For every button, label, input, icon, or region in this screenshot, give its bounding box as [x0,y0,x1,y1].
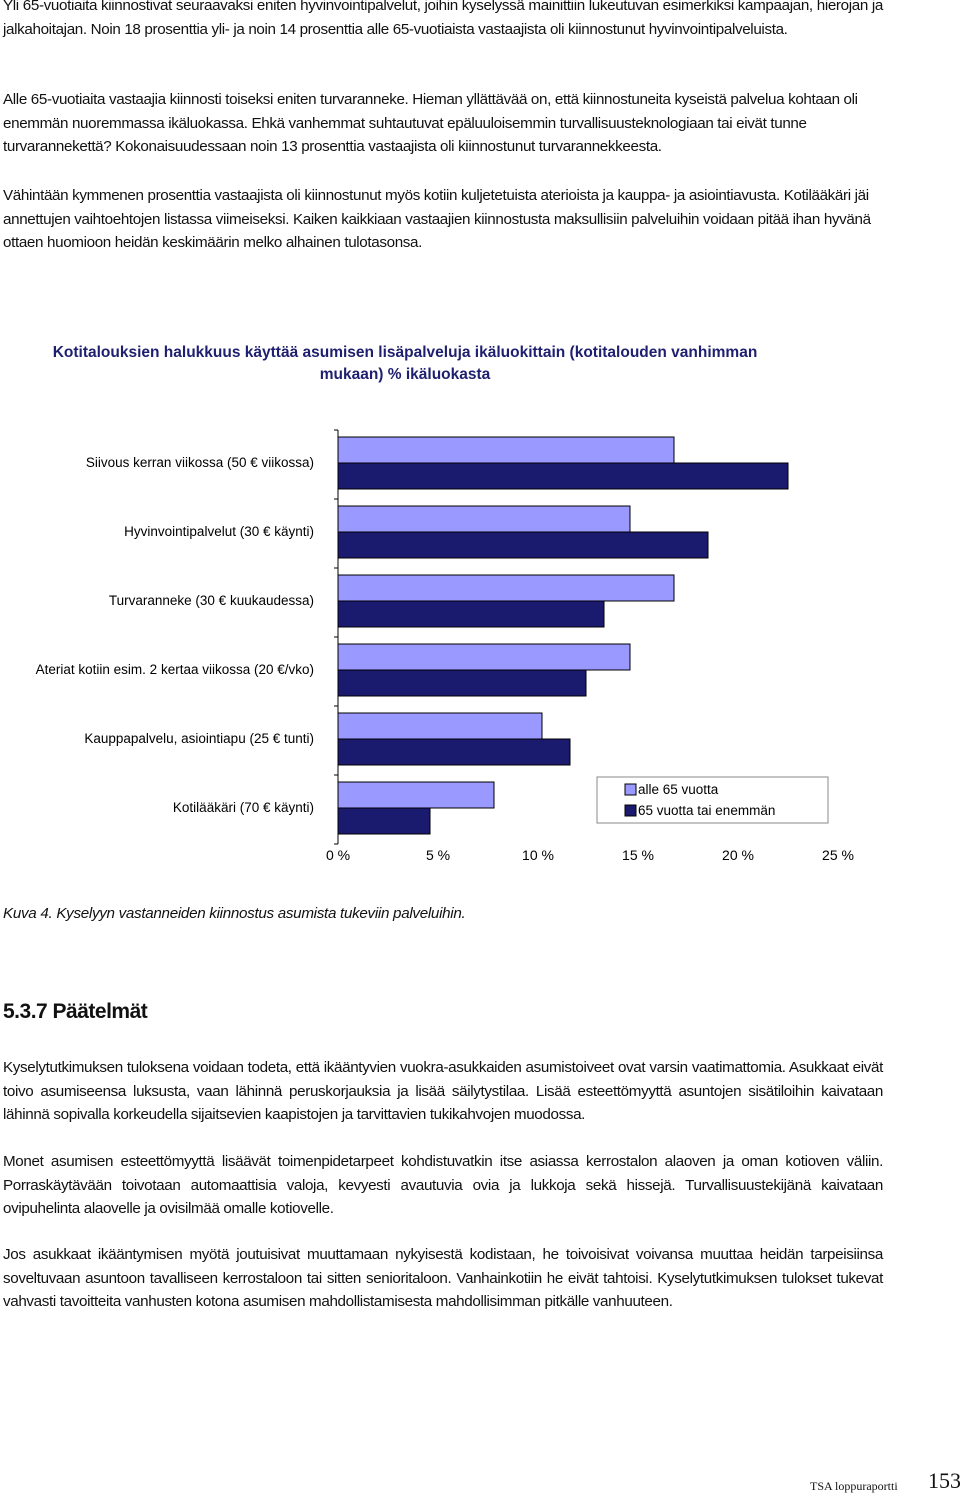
body-paragraph: Jos asukkaat ikääntymisen myötä joutuisi… [3,1246,883,1310]
body-paragraph: Yli 65-vuotiaita kiinnostivat seuraavaks… [3,0,883,38]
bar-65-plus [337,738,571,766]
x-tick-label: 0 % [326,847,350,863]
category-label: Siivous kerran viikossa (50 € viikossa) [86,455,314,470]
body-paragraph: Monet asumisen esteettömyyttä lisäävät t… [3,1153,883,1217]
bar-65-plus [337,531,709,559]
bar-under-65 [337,574,675,602]
bar-under-65 [337,505,631,533]
figure-caption: Kuva 4. Kyselyyn vastanneiden kiinnostus… [3,905,466,922]
body-paragraph: Alle 65-vuotiaita vastaajia kiinnosti to… [3,91,858,155]
section-heading: 5.3.7 Päätelmät [3,1000,148,1023]
category-label: Hyvinvointipalvelut (30 € käynti) [124,524,314,539]
bar-65-plus [337,600,605,628]
body-paragraph: Kyselytutkimuksen tuloksena voidaan tode… [3,1059,883,1123]
bar-under-65 [337,712,543,740]
category-label: Ateriat kotiin esim. 2 kertaa viikossa (… [36,662,314,677]
x-tick-label: 25 % [822,847,854,863]
category-label: Kotilääkäri (70 € käynti) [173,800,314,815]
x-tick-label: 15 % [622,847,654,863]
page-number: 153 [928,1468,960,1493]
x-tick-label: 20 % [722,847,754,863]
legend-label: 65 vuotta tai enemmän [638,803,775,818]
bar-65-plus [337,462,789,490]
bar-65-plus [337,669,587,697]
bar-under-65 [337,781,495,809]
legend-swatch [624,804,637,817]
legend-label: alle 65 vuotta [638,782,719,797]
chart-title: Kotitalouksien halukkuus käyttää asumise… [52,344,758,383]
category-label: Kauppapalvelu, asiointiapu (25 € tunti) [84,731,314,746]
bar-chart: Siivous kerran viikossa (50 € viikossa) H… [36,429,854,863]
category-label: Turvaranneke (30 € kuukaudessa) [109,593,314,608]
bar-under-65 [337,436,675,464]
legend-swatch [624,783,637,796]
x-tick-label: 5 % [426,847,450,863]
footer-report-label: TSA loppuraportti [810,1479,898,1493]
body-paragraph: Vähintään kymmenen prosenttia vastaajist… [3,187,871,251]
bar-65-plus [337,807,431,835]
x-tick-label: 10 % [522,847,554,863]
bar-under-65 [337,643,631,671]
